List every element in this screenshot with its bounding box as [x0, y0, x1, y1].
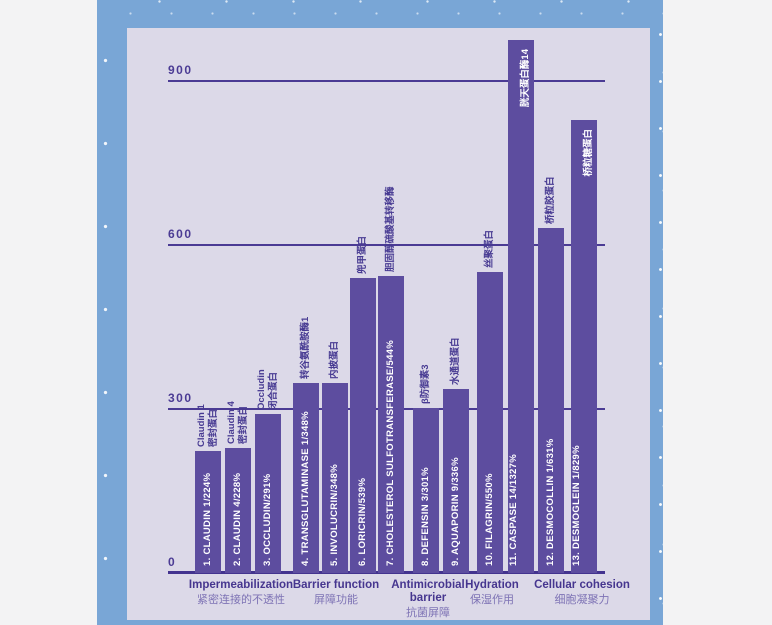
category-cn: 保湿作用	[470, 594, 514, 606]
bar-cn-label-10: 丝聚蛋白	[484, 229, 495, 268]
bar-label-3: 3. OCCLUDIN/291%	[262, 473, 273, 566]
bar-4	[293, 383, 319, 573]
y-axis-tick-label: 600	[168, 227, 193, 241]
bar-12	[538, 228, 564, 573]
bar-cn-label-8: β防御素3	[420, 364, 431, 404]
bar-label-9: 9. AQUAPORIN 9/336%	[450, 457, 461, 566]
category-label: Impermeabilization 紧密连接的不透性	[166, 579, 316, 607]
bar-cn-label-6: 兜甲蛋白	[357, 235, 368, 274]
bar-label-5: 5. INVOLUCRIN/348%	[329, 463, 340, 566]
bar-2	[225, 448, 251, 573]
category-en: Impermeabilization	[188, 579, 294, 591]
bar-label-12: 12. DESMOCOLLIN 1/631%	[545, 438, 556, 567]
category-label: Cellular cohesion 细胞凝聚力	[507, 579, 657, 607]
bar-1	[195, 451, 221, 573]
bar-cn-label-12: 桥粒胶蛋白	[545, 176, 556, 224]
bar-13	[571, 120, 597, 573]
bar-7	[378, 276, 404, 573]
bar-label-13: 13. DESMOGLEIN 1/829%	[571, 445, 582, 566]
bar-label-4: 4. TRANSGLUTAMINASE 1/348%	[300, 411, 311, 566]
bar-8	[413, 408, 439, 573]
bar-label-11: 11. CASPASE 14/1327%	[508, 454, 519, 566]
category-cn: 细胞凝聚力	[554, 594, 610, 606]
bar-cn-label-4: 转谷氨酰胺酶1	[300, 316, 311, 379]
bar-6	[350, 278, 376, 573]
bar-label-10: 10. FILAGRIN/550%	[484, 473, 495, 566]
bar-cn-label-11: 胱天蛋白酶14	[520, 49, 531, 108]
bar-label-2: 2. CLAUDIN 4/228%	[232, 472, 243, 566]
category-en: Cellular cohesion	[534, 579, 630, 591]
category-en: Hydration	[465, 579, 519, 591]
category-en: Barrier function	[292, 579, 380, 591]
category-cn: 抗菌屏障	[406, 607, 450, 619]
bar-9	[443, 389, 469, 573]
category-label: Hydration 保湿作用	[417, 579, 567, 607]
bar-cn-label-5: 内披蛋白	[329, 340, 340, 379]
category-label: Barrier function 屏障功能	[261, 579, 411, 607]
category-en: Antimicrobial barrier	[391, 579, 465, 604]
bar-10	[477, 272, 503, 573]
bar-label-6: 6. LORICRIN/539%	[357, 477, 368, 566]
category-label: Antimicrobial barrier 抗菌屏障	[353, 579, 503, 620]
bar-3	[255, 414, 281, 573]
category-cn: 紧密连接的不透性	[197, 594, 285, 606]
bar-cn-label-13: 桥粒糖蛋白	[583, 129, 594, 177]
y-axis-tick-label: 900	[168, 63, 193, 77]
bar-cn-label-9: 水通道蛋白	[450, 337, 461, 385]
y-axis-tick-label: 300	[168, 391, 193, 405]
y-axis-tick-label: 0	[168, 555, 177, 569]
bar-cn-label-1: Claudin 1 密封蛋白	[196, 404, 219, 447]
bar-cn-label-3: Occludin 闭合蛋白	[256, 369, 279, 410]
bar-label-7: 7. CHOLESTEROL SULFOTRANSFERASE/544%	[385, 340, 396, 566]
bar-5	[322, 383, 348, 573]
bar-label-8: 8. DEFENSIN 3/301%	[420, 467, 431, 566]
gridline-600	[168, 244, 605, 246]
bar-cn-label-7: 胆固醇硫酸基转移酶	[385, 186, 396, 272]
gridline-900	[168, 80, 605, 82]
bar-label-1: 1. CLAUDIN 1/224%	[202, 472, 213, 566]
bar-cn-label-2: Claudin 4 密封蛋白	[226, 401, 249, 444]
bar-11	[508, 40, 534, 573]
category-cn: 屏障功能	[314, 594, 358, 606]
